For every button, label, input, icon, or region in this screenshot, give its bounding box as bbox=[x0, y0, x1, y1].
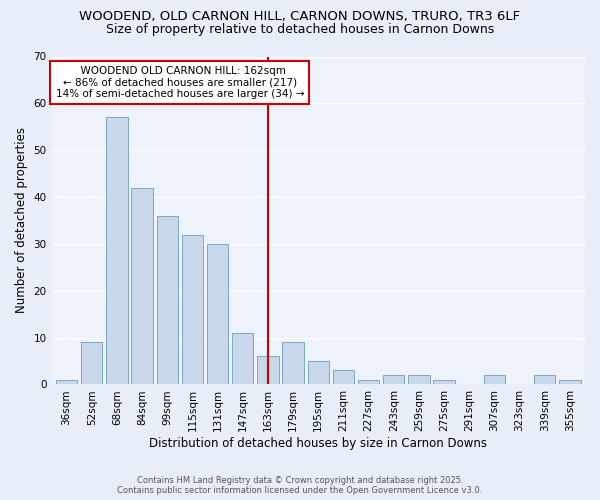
Bar bbox=[383, 375, 404, 384]
Text: WOODEND, OLD CARNON HILL, CARNON DOWNS, TRURO, TR3 6LF: WOODEND, OLD CARNON HILL, CARNON DOWNS, … bbox=[79, 10, 521, 23]
Text: Contains HM Land Registry data © Crown copyright and database right 2025.
Contai: Contains HM Land Registry data © Crown c… bbox=[118, 476, 482, 495]
Bar bbox=[131, 188, 153, 384]
Bar bbox=[534, 375, 556, 384]
Text: WOODEND OLD CARNON HILL: 162sqm
← 86% of detached houses are smaller (217)
14% o: WOODEND OLD CARNON HILL: 162sqm ← 86% of… bbox=[56, 66, 304, 99]
Bar bbox=[232, 333, 253, 384]
Bar bbox=[81, 342, 103, 384]
Bar bbox=[333, 370, 354, 384]
Bar bbox=[408, 375, 430, 384]
Text: Size of property relative to detached houses in Carnon Downs: Size of property relative to detached ho… bbox=[106, 22, 494, 36]
Bar bbox=[433, 380, 455, 384]
Bar bbox=[207, 244, 229, 384]
Bar bbox=[484, 375, 505, 384]
Bar bbox=[308, 361, 329, 384]
Bar bbox=[283, 342, 304, 384]
Bar bbox=[56, 380, 77, 384]
Bar bbox=[559, 380, 581, 384]
Bar bbox=[182, 234, 203, 384]
Bar bbox=[106, 118, 128, 384]
Bar bbox=[157, 216, 178, 384]
Bar bbox=[257, 356, 278, 384]
Y-axis label: Number of detached properties: Number of detached properties bbox=[15, 128, 28, 314]
Bar bbox=[358, 380, 379, 384]
X-axis label: Distribution of detached houses by size in Carnon Downs: Distribution of detached houses by size … bbox=[149, 437, 487, 450]
